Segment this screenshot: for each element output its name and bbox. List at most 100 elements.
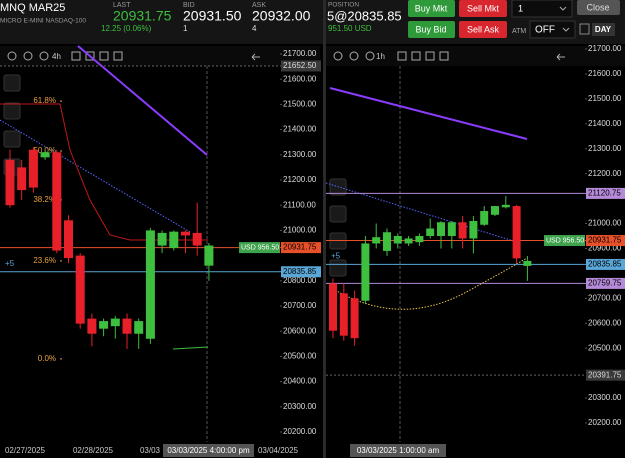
buy-mkt-button[interactable] (408, 0, 455, 17)
candle-body (447, 222, 456, 236)
zoom-icon[interactable] (23, 51, 33, 61)
side-tool[interactable] (3, 130, 21, 148)
price-tick-label: 20500.00 (588, 343, 622, 352)
buy-bid-button[interactable] (408, 21, 455, 38)
description: MICRO E-MINI NASDAQ-100 (0, 18, 86, 25)
atm-label: ATM (512, 28, 526, 35)
price-marker-box (586, 369, 625, 381)
interval[interactable]: 4h (52, 52, 61, 61)
indicator-line (0, 103, 208, 241)
tool-icon[interactable] (425, 51, 435, 61)
crosshair-time-box (163, 444, 254, 457)
candle-body (145, 230, 155, 339)
price-marker-label: 20931.75 (283, 243, 317, 252)
price-marker-label: 21652.50 (283, 61, 317, 70)
price-tick-label: 20600.00 (588, 318, 622, 327)
atm-select[interactable] (529, 20, 576, 39)
back-arrow[interactable] (556, 53, 565, 61)
candle-body (426, 228, 435, 236)
price-tick-label: 21700.00 (283, 49, 317, 58)
tool-icon[interactable] (71, 51, 81, 61)
candle-body (437, 222, 445, 236)
divider (323, 0, 326, 458)
crosshair-time: 03/03/2025 1:00:00 am (357, 446, 440, 455)
candle-body (99, 321, 109, 329)
side-tool[interactable] (329, 259, 347, 277)
fib-label: 61.8% (33, 96, 56, 105)
zoom-icon[interactable] (365, 51, 375, 61)
price-tick-label: 21400.00 (283, 125, 317, 134)
tool-icon[interactable] (411, 51, 421, 61)
tool-icon[interactable] (397, 51, 407, 61)
side-tool[interactable] (3, 74, 21, 92)
tool-icon[interactable] (113, 51, 123, 61)
zoom-icon[interactable] (349, 51, 359, 61)
tool-icon[interactable] (85, 51, 95, 61)
candle-body (491, 206, 499, 215)
last-price: 20931.75 (113, 8, 172, 24)
side-tool[interactable] (329, 205, 347, 223)
zoom-icon[interactable] (39, 51, 49, 61)
candle-body (393, 235, 402, 244)
price-tick-label: 21100.00 (283, 200, 316, 209)
tif: DAY (595, 25, 612, 34)
tool-icon[interactable] (99, 51, 109, 61)
price-marker-label: 20759.75 (588, 279, 622, 288)
candle-body (523, 260, 532, 266)
price-marker-label: 20931.75 (588, 236, 622, 245)
interval[interactable]: 1h (376, 52, 385, 61)
side-tool[interactable] (3, 102, 21, 120)
candle-body (52, 152, 62, 251)
sell-mkt-button[interactable] (459, 0, 507, 17)
close-button[interactable] (577, 0, 620, 15)
position-label: POSITION (328, 2, 359, 9)
tool-icon[interactable] (439, 51, 449, 61)
quantity: 1 (518, 3, 523, 13)
candle-body (350, 298, 359, 339)
candle-body (192, 232, 202, 246)
position-badge-box (239, 242, 280, 254)
ask-label: ASK (252, 2, 266, 9)
time-label: 02/28/2025 (73, 446, 114, 455)
position: 5@20835.85 (327, 8, 402, 23)
sell-ask-label: Sell Ask (467, 24, 500, 34)
candle-body (122, 318, 132, 334)
price-tick-label: 21200.00 (283, 175, 317, 184)
last-label: LAST (113, 2, 131, 9)
atm-value: OFF (535, 25, 555, 36)
crosshair-time-box (350, 444, 446, 457)
ask-size: 4 (252, 24, 257, 33)
position-badge: USD 956.50 (546, 237, 584, 244)
candle-body (501, 204, 510, 208)
sell-ask-button[interactable] (459, 21, 507, 38)
candle-body (329, 283, 337, 331)
candle-body (480, 211, 489, 225)
symbol: MNQ MAR25 (0, 2, 65, 14)
price-marker-box (586, 187, 625, 199)
tif-button[interactable] (592, 23, 615, 36)
price-marker-box (281, 242, 321, 254)
bid-price: 20931.50 (183, 8, 242, 24)
candle-body (87, 318, 97, 334)
candle-body (458, 222, 467, 239)
candle-body (75, 255, 85, 324)
back-arrow[interactable] (251, 53, 260, 61)
time-label: 03/03 (140, 446, 161, 455)
candle-body (134, 321, 144, 334)
price-tick-label: 20700.00 (588, 293, 622, 302)
candle-body (17, 167, 27, 191)
zoom-icon[interactable] (7, 51, 17, 61)
position-size: +5 (331, 252, 341, 261)
price-tick-label: 21400.00 (588, 119, 622, 128)
tif-icon (579, 23, 590, 35)
price-tick-label: 20500.00 (283, 352, 317, 361)
indicator-line (77, 45, 208, 156)
ask-price: 20932.00 (252, 8, 311, 24)
candle-body (372, 237, 381, 244)
quantity-input[interactable] (511, 0, 573, 18)
candle-body (383, 232, 391, 251)
dropdown-arrow (562, 27, 570, 32)
zoom-icon[interactable] (333, 51, 343, 61)
